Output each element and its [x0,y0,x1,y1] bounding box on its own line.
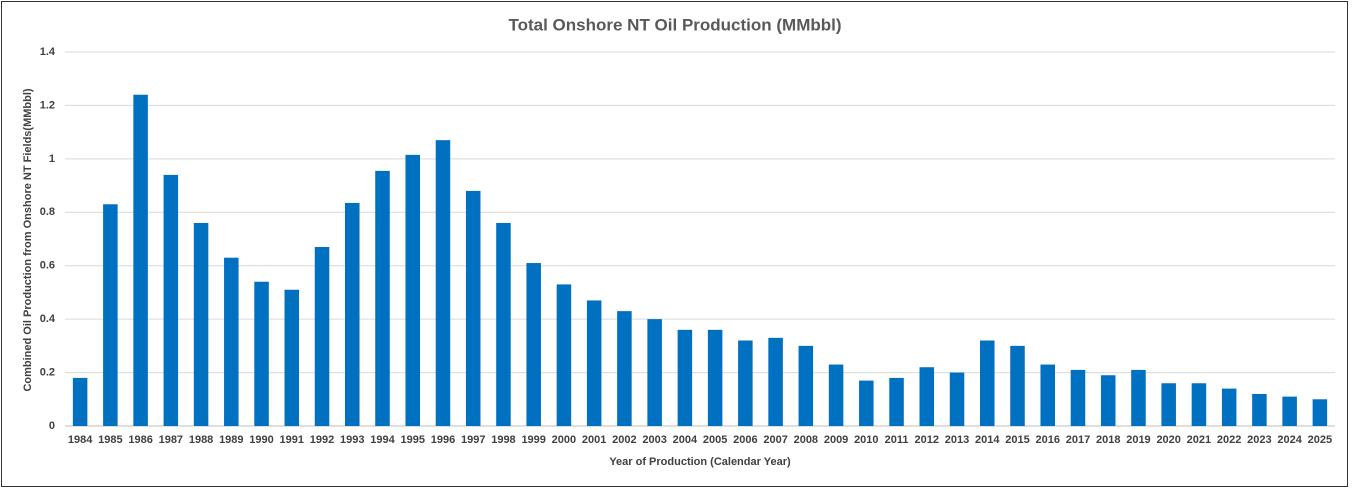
x-tick-label: 1984 [68,434,93,446]
bar [224,257,239,426]
bar [1312,399,1328,426]
x-tick-label: 2014 [975,434,1000,446]
x-tick-label: 1996 [431,434,455,446]
bar [193,222,209,426]
x-tick-label: 1989 [219,434,243,446]
bar [798,345,814,426]
bar [859,380,874,426]
bar [707,329,723,426]
bar [133,94,148,426]
y-tick-label: 0 [49,420,55,432]
x-tick-label: 1993 [340,434,364,446]
bar [465,190,481,426]
bar [103,204,118,426]
y-tick-label: 0.2 [40,366,55,378]
x-tick-label: 2012 [915,434,939,446]
bar [949,372,965,426]
x-axis-title: Year of Production (Calendar Year) [609,456,791,468]
bar [980,340,995,426]
y-tick-label: 1.4 [40,46,56,58]
bar [647,319,662,426]
bar [435,140,451,426]
x-tick-label: 2020 [1156,434,1180,446]
x-tick-label: 2024 [1277,434,1302,446]
bar [617,311,632,426]
x-tick-label: 1990 [249,434,273,446]
bar [889,377,904,426]
x-tick-label: 2003 [642,434,666,446]
bar [1100,375,1116,426]
chart-title: Total Onshore NT Oil Production (MMbbl) [508,15,841,34]
bar [768,337,783,426]
bar [677,329,693,426]
x-tick-label: 2021 [1187,434,1211,446]
bar [314,247,330,426]
bar [526,263,541,426]
x-tick-label: 2022 [1217,434,1241,446]
x-tick-label: 1995 [400,434,424,446]
x-tick-label: 1986 [128,434,152,446]
bar [163,174,179,426]
x-tick-label: 2011 [885,434,909,446]
x-tick-label: 2000 [552,434,576,446]
bar [738,340,753,426]
x-tick-label: 1992 [310,434,334,446]
bar [1191,383,1207,426]
bar [586,300,602,426]
x-tick-label: 1985 [98,434,122,446]
x-tick-label: 2002 [612,434,636,446]
bar [1131,369,1146,426]
x-tick-label: 2008 [794,434,818,446]
x-tick-label: 2004 [673,434,698,446]
x-tick-label: 2018 [1096,434,1120,446]
bar [556,284,572,426]
y-tick-label: 0.4 [40,313,56,325]
bar [1070,369,1086,426]
x-tick-label: 2016 [1035,434,1059,446]
bar [345,202,360,426]
x-tick-label: 1988 [189,434,213,446]
y-tick-label: 1 [49,153,55,165]
x-tick-label: 1997 [461,434,485,446]
x-tick-label: 1987 [159,434,183,446]
y-tick-label: 1.2 [40,99,55,111]
x-tick-label: 2015 [1005,434,1029,446]
bar [919,367,935,426]
y-tick-label: 0.8 [40,206,55,218]
bar [496,222,511,426]
bar [72,377,88,426]
x-tick-label: 1991 [280,434,304,446]
bar [1010,345,1025,426]
bar [1161,383,1176,426]
x-tick-label: 2009 [824,434,848,446]
bar [1040,364,1055,426]
bar [1221,388,1237,426]
bar [254,281,269,426]
x-tick-label: 1999 [521,434,545,446]
x-tick-label: 2019 [1126,434,1150,446]
x-tick-label: 1994 [370,434,395,446]
bar [1282,396,1297,426]
x-tick-label: 2007 [763,434,787,446]
bar [405,154,420,426]
x-tick-label: 2023 [1247,434,1271,446]
x-tick-label: 1998 [491,434,515,446]
bar [284,289,300,426]
x-tick-label: 2013 [945,434,969,446]
x-tick-label: 2010 [854,434,878,446]
x-tick-label: 2005 [703,434,727,446]
bar [1252,393,1267,426]
y-axis-title: Combined Oil Production from Onshore NT … [22,88,34,391]
bar [375,170,390,426]
bar [828,364,844,426]
y-tick-label: 0.6 [40,260,55,272]
x-tick-label: 2006 [733,434,757,446]
x-tick-label: 2025 [1308,434,1332,446]
x-tick-label: 2017 [1066,434,1090,446]
x-tick-label: 2001 [582,434,606,446]
